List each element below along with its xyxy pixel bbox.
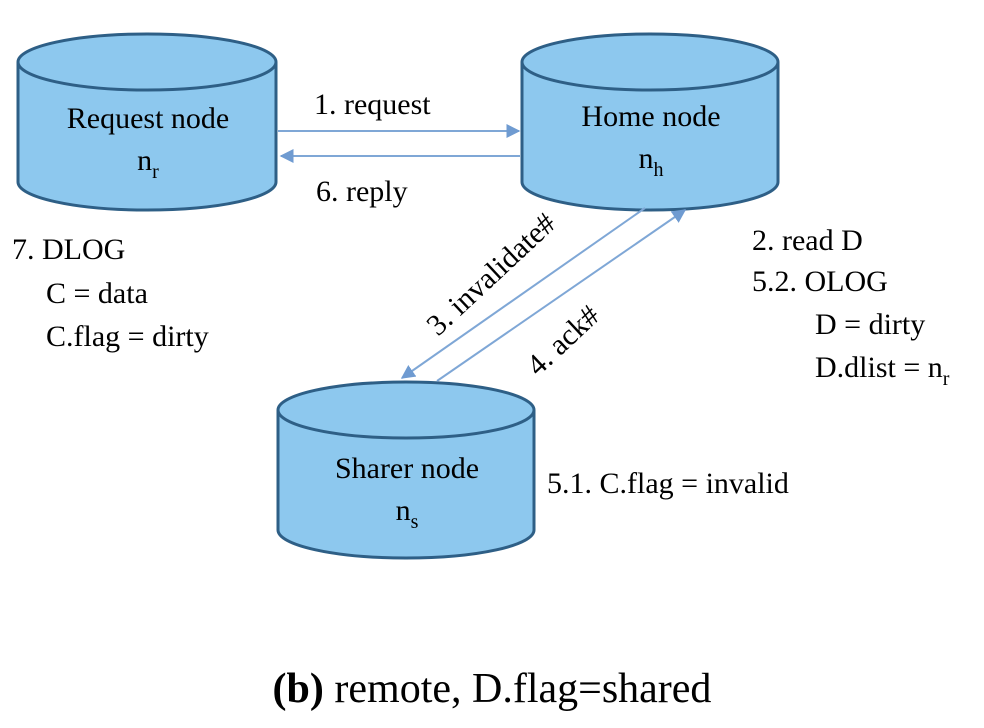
request-node: Request node nr: [16, 32, 278, 212]
sharer-node-top: [276, 380, 536, 440]
request-node-var-base: n: [137, 144, 152, 177]
ack-arrow: [436, 209, 687, 382]
request-note-line3: C.flag = dirty: [46, 320, 209, 353]
home-note-line1: 2. read D: [752, 224, 863, 257]
figure-caption-label: (b): [273, 666, 324, 712]
request-node-var: nr: [137, 144, 159, 183]
home-note-line3: D = dirty: [815, 308, 925, 341]
sharer-node-label: Sharer node: [335, 452, 479, 485]
home-node: Home node nh: [520, 32, 780, 212]
home-node-var-sub: h: [654, 159, 664, 181]
figure-caption-text: remote, D.flag=shared: [324, 666, 712, 712]
home-node-var: nh: [639, 142, 664, 181]
request-node-var-sub: r: [152, 161, 159, 183]
home-note-line2: 5.2. OLOG: [752, 265, 888, 298]
figure-caption: (b) remote, D.flag=shared: [273, 666, 712, 712]
reply-edge-label: 6. reply: [316, 175, 408, 208]
request-edge-label: 1. request: [314, 88, 431, 121]
invalidate-arrow: [400, 207, 646, 379]
home-node-top: [520, 32, 780, 92]
home-node-label: Home node: [581, 100, 720, 133]
request-node-label: Request node: [67, 102, 229, 135]
sharer-node-body: [276, 410, 536, 560]
invalidate-edge-label: 3. invalidate#: [420, 207, 562, 343]
sharer-note-line1: 5.1. C.flag = invalid: [547, 467, 789, 500]
ack-edge-label: 4. ack#: [520, 299, 606, 382]
sharer-node-var: ns: [396, 494, 419, 533]
home-note-line4-sub: r: [943, 368, 950, 390]
request-note-line1: 7. DLOG: [12, 233, 125, 266]
request-node-top: [16, 32, 278, 92]
sharer-node-var-base: n: [396, 494, 411, 527]
home-note-line4-prefix: D.dlist = n: [815, 351, 943, 384]
home-note-line4: D.dlist = nr: [815, 351, 950, 390]
home-node-var-base: n: [639, 142, 654, 175]
request-note-line2: C = data: [46, 277, 148, 310]
home-node-body: [520, 62, 780, 212]
request-node-body: [16, 62, 278, 212]
sharer-node: Sharer node ns: [276, 380, 536, 560]
sharer-node-var-sub: s: [411, 511, 419, 533]
